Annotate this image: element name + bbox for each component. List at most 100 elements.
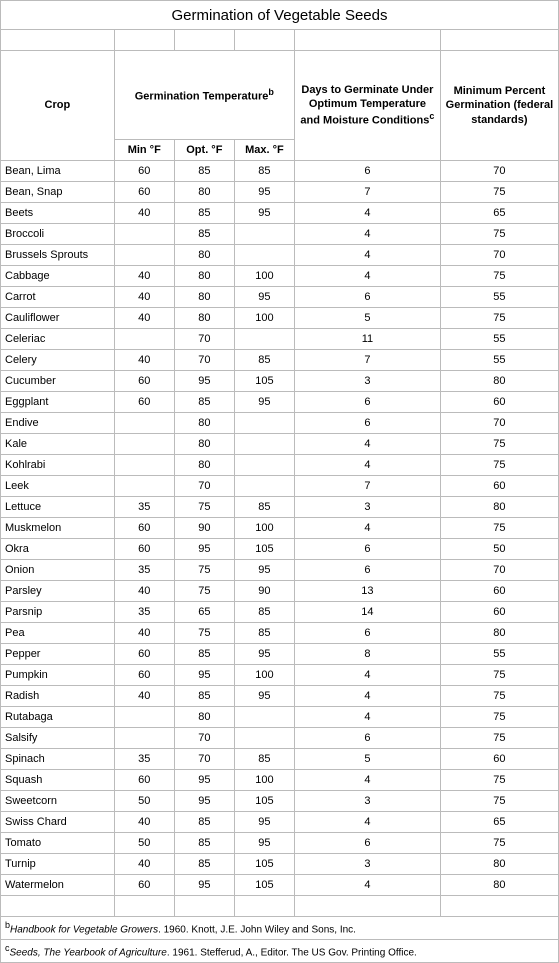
col-header-max-f: Max. °F bbox=[234, 140, 294, 161]
table-row: Cucumber6095105380 bbox=[1, 371, 559, 392]
germination-table: Germination of Vegetable Seeds Crop Germ… bbox=[0, 0, 559, 963]
crop-cell: Bean, Snap bbox=[1, 182, 115, 203]
max-cell bbox=[234, 728, 294, 749]
max-cell: 95 bbox=[234, 812, 294, 833]
crop-cell: Kohlrabi bbox=[1, 455, 115, 476]
days-cell: 7 bbox=[294, 182, 440, 203]
min-cell: 40 bbox=[114, 581, 174, 602]
min-cell bbox=[114, 476, 174, 497]
days-cell: 6 bbox=[294, 728, 440, 749]
table-row: Celeriac701155 bbox=[1, 329, 559, 350]
pct-cell: 70 bbox=[440, 413, 558, 434]
pct-cell: 80 bbox=[440, 371, 558, 392]
pct-cell: 75 bbox=[440, 518, 558, 539]
opt-cell: 95 bbox=[174, 665, 234, 686]
crop-cell: Spinach bbox=[1, 749, 115, 770]
col-header-min-pct: Minimum Percent Germination (federal sta… bbox=[440, 51, 558, 161]
days-cell: 4 bbox=[294, 434, 440, 455]
crop-cell: Turnip bbox=[1, 854, 115, 875]
min-cell bbox=[114, 728, 174, 749]
days-cell: 4 bbox=[294, 518, 440, 539]
table-row: Kale80475 bbox=[1, 434, 559, 455]
table-row: Watermelon6095105480 bbox=[1, 875, 559, 896]
days-cell: 6 bbox=[294, 623, 440, 644]
pct-cell: 80 bbox=[440, 854, 558, 875]
table-row: Sweetcorn5095105375 bbox=[1, 791, 559, 812]
crop-cell: Cucumber bbox=[1, 371, 115, 392]
pct-cell: 75 bbox=[440, 728, 558, 749]
days-cell: 3 bbox=[294, 371, 440, 392]
opt-cell: 90 bbox=[174, 518, 234, 539]
crop-cell: Carrot bbox=[1, 287, 115, 308]
table-row: Cauliflower4080100575 bbox=[1, 308, 559, 329]
max-cell: 85 bbox=[234, 623, 294, 644]
opt-cell: 70 bbox=[174, 350, 234, 371]
col-header-min-f: Min °F bbox=[114, 140, 174, 161]
crop-cell: Swiss Chard bbox=[1, 812, 115, 833]
pct-cell: 75 bbox=[440, 686, 558, 707]
crop-cell: Muskmelon bbox=[1, 518, 115, 539]
max-cell: 95 bbox=[234, 203, 294, 224]
opt-cell: 75 bbox=[174, 581, 234, 602]
min-cell: 60 bbox=[114, 770, 174, 791]
days-cell: 6 bbox=[294, 539, 440, 560]
max-cell: 100 bbox=[234, 266, 294, 287]
opt-cell: 95 bbox=[174, 770, 234, 791]
days-cell: 7 bbox=[294, 476, 440, 497]
crop-cell: Sweetcorn bbox=[1, 791, 115, 812]
min-cell: 60 bbox=[114, 539, 174, 560]
col-header-days: Days to Germinate Under Optimum Temperat… bbox=[294, 51, 440, 161]
pct-cell: 55 bbox=[440, 287, 558, 308]
pct-cell: 75 bbox=[440, 665, 558, 686]
crop-cell: Celeriac bbox=[1, 329, 115, 350]
table-row: Swiss Chard408595465 bbox=[1, 812, 559, 833]
days-cell: 4 bbox=[294, 203, 440, 224]
crop-cell: Bean, Lima bbox=[1, 161, 115, 182]
min-cell: 40 bbox=[114, 308, 174, 329]
days-cell: 4 bbox=[294, 875, 440, 896]
pct-cell: 75 bbox=[440, 308, 558, 329]
min-cell: 40 bbox=[114, 812, 174, 833]
opt-cell: 80 bbox=[174, 455, 234, 476]
crop-cell: Squash bbox=[1, 770, 115, 791]
table-row: Leek70760 bbox=[1, 476, 559, 497]
pct-cell: 50 bbox=[440, 539, 558, 560]
pct-cell: 70 bbox=[440, 245, 558, 266]
table-title: Germination of Vegetable Seeds bbox=[1, 1, 559, 30]
table-row: Tomato508595675 bbox=[1, 833, 559, 854]
table-row: Squash6095100475 bbox=[1, 770, 559, 791]
days-cell: 3 bbox=[294, 791, 440, 812]
opt-cell: 70 bbox=[174, 728, 234, 749]
opt-cell: 85 bbox=[174, 224, 234, 245]
pct-cell: 75 bbox=[440, 770, 558, 791]
opt-cell: 70 bbox=[174, 749, 234, 770]
min-cell: 60 bbox=[114, 644, 174, 665]
max-cell: 95 bbox=[234, 644, 294, 665]
table-row: Parsley4075901360 bbox=[1, 581, 559, 602]
max-cell: 90 bbox=[234, 581, 294, 602]
pct-cell: 55 bbox=[440, 350, 558, 371]
table-row: Eggplant608595660 bbox=[1, 392, 559, 413]
crop-cell: Celery bbox=[1, 350, 115, 371]
pct-cell: 55 bbox=[440, 644, 558, 665]
crop-cell: Parsley bbox=[1, 581, 115, 602]
pct-cell: 60 bbox=[440, 392, 558, 413]
opt-cell: 80 bbox=[174, 182, 234, 203]
min-cell: 40 bbox=[114, 623, 174, 644]
table-row: Celery407085755 bbox=[1, 350, 559, 371]
min-cell: 40 bbox=[114, 350, 174, 371]
min-cell bbox=[114, 707, 174, 728]
min-cell: 60 bbox=[114, 161, 174, 182]
max-cell bbox=[234, 224, 294, 245]
max-cell: 105 bbox=[234, 875, 294, 896]
table-row: Pepper608595855 bbox=[1, 644, 559, 665]
pct-cell: 60 bbox=[440, 749, 558, 770]
min-cell: 60 bbox=[114, 182, 174, 203]
min-cell: 40 bbox=[114, 287, 174, 308]
days-cell: 6 bbox=[294, 161, 440, 182]
min-cell: 50 bbox=[114, 791, 174, 812]
opt-cell: 85 bbox=[174, 854, 234, 875]
crop-cell: Endive bbox=[1, 413, 115, 434]
max-cell bbox=[234, 476, 294, 497]
pct-cell: 75 bbox=[440, 434, 558, 455]
